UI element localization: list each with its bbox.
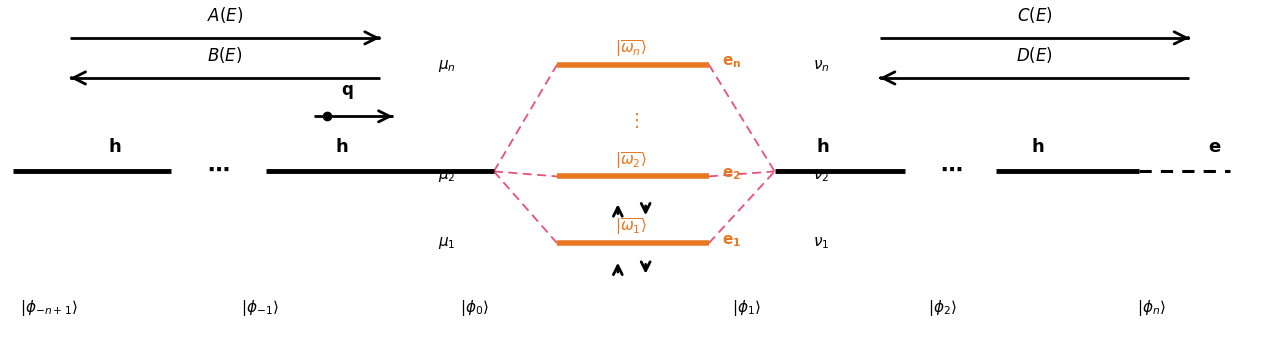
Text: $\mathbf{e_1}$: $\mathbf{e_1}$ <box>722 233 741 249</box>
Text: $\nu_n$: $\nu_n$ <box>813 58 829 74</box>
Text: $\mathbf{\cdots}$: $\mathbf{\cdots}$ <box>208 160 229 180</box>
Text: $\nu_2$: $\nu_2$ <box>813 168 829 184</box>
Text: $|\overline{\omega_n}\rangle$: $|\overline{\omega_n}\rangle$ <box>614 38 647 59</box>
Text: $|\phi_{0}\rangle$: $|\phi_{0}\rangle$ <box>461 298 490 318</box>
Text: h: h <box>1032 138 1044 156</box>
Text: $\mathbf{e_n}$: $\mathbf{e_n}$ <box>722 55 741 71</box>
Text: $|\phi_{-1}\rangle$: $|\phi_{-1}\rangle$ <box>241 298 279 318</box>
Text: $\mathbf{e_2}$: $\mathbf{e_2}$ <box>722 166 741 182</box>
Text: $D(E)$: $D(E)$ <box>1017 45 1053 65</box>
Text: $\mathbf{q}$: $\mathbf{q}$ <box>341 83 353 101</box>
Text: e: e <box>1209 138 1220 156</box>
Text: $\mu_1$: $\mu_1$ <box>438 235 456 251</box>
Text: $\mathbf{\cdots}$: $\mathbf{\cdots}$ <box>941 160 963 180</box>
Text: h: h <box>335 138 348 156</box>
Text: $|\overline{\omega_2}\rangle$: $|\overline{\omega_2}\rangle$ <box>614 150 647 171</box>
Text: $\mu_2$: $\mu_2$ <box>438 168 456 184</box>
Text: $C(E)$: $C(E)$ <box>1017 5 1052 25</box>
Text: $|\phi_{-n+1}\rangle$: $|\phi_{-n+1}\rangle$ <box>20 298 77 318</box>
Text: $|\phi_{2}\rangle$: $|\phi_{2}\rangle$ <box>928 298 957 318</box>
Text: h: h <box>108 138 120 156</box>
Text: $B(E)$: $B(E)$ <box>208 45 243 65</box>
Text: $|\phi_{n}\rangle$: $|\phi_{n}\rangle$ <box>1137 298 1166 318</box>
Text: $A(E)$: $A(E)$ <box>208 5 243 25</box>
Text: $\mu_n$: $\mu_n$ <box>438 58 456 74</box>
Text: $|\phi_{1}\rangle$: $|\phi_{1}\rangle$ <box>732 298 761 318</box>
Text: $|\overline{\omega_1}\rangle$: $|\overline{\omega_1}\rangle$ <box>614 217 647 238</box>
Text: $\nu_1$: $\nu_1$ <box>813 235 829 251</box>
Text: h: h <box>817 138 829 156</box>
Text: $\vdots$: $\vdots$ <box>627 111 639 130</box>
